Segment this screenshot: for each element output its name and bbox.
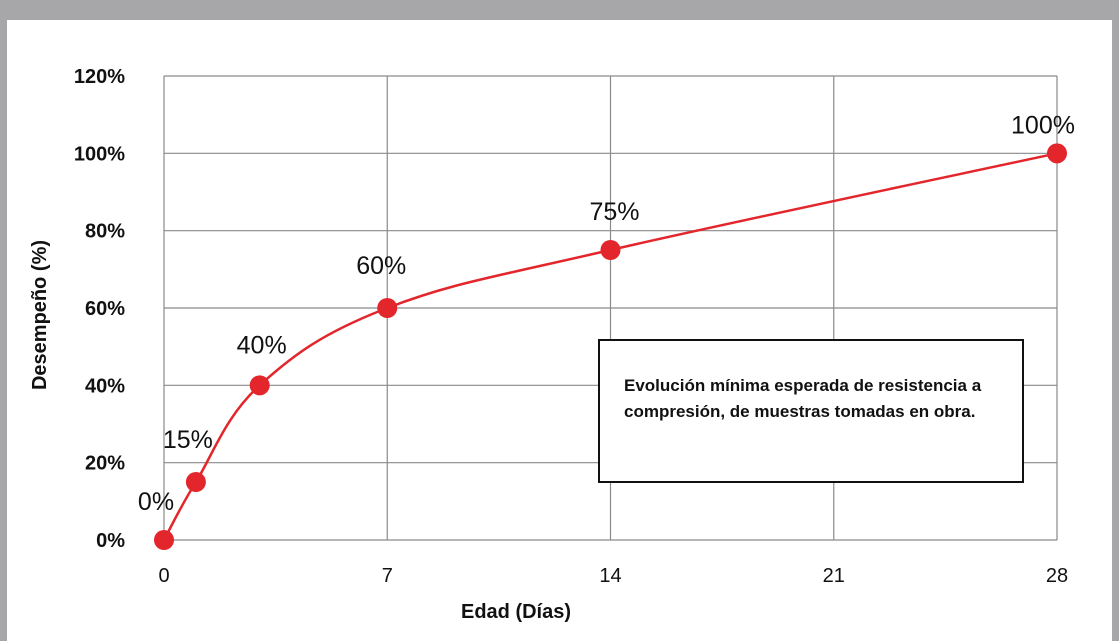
y-tick-label: 0% [96, 530, 125, 552]
data-label: 60% [356, 252, 406, 280]
x-tick-label: 0 [158, 565, 169, 587]
data-point [377, 298, 398, 318]
y-tick-labels: 0% 20% 40% 60% 80% 100% 120% [74, 66, 125, 552]
data-point [1047, 143, 1067, 164]
chart-frame [7, 20, 1112, 641]
x-tick-label: 7 [382, 565, 393, 587]
data-label: 0% [138, 488, 174, 516]
data-points [154, 143, 1067, 550]
data-label: 100% [1011, 111, 1075, 139]
annotation-box: Evolución mínima esperada de resistencia… [598, 339, 1024, 483]
x-tick-labels: 0 7 14 21 28 [158, 565, 1068, 587]
y-tick-label: 120% [74, 66, 125, 88]
y-tick-label: 100% [74, 143, 125, 165]
y-tick-label: 60% [85, 298, 125, 320]
y-tick-label: 40% [85, 375, 125, 397]
data-point [249, 375, 270, 396]
y-axis-title: Desempeño (%) [29, 240, 51, 390]
data-point [154, 530, 174, 550]
data-label: 15% [163, 426, 213, 454]
x-tick-label: 14 [599, 565, 621, 587]
annotation-text: Evolución mínima esperada de resistencia… [624, 376, 982, 421]
data-labels: 0% 15% 40% 60% 75% 100% [138, 111, 1075, 516]
x-tick-label: 28 [1046, 565, 1068, 587]
data-label: 40% [237, 331, 287, 359]
y-tick-label: 80% [85, 221, 125, 243]
x-axis-title: Edad (Días) [461, 601, 571, 623]
data-point [185, 472, 206, 492]
data-point [600, 240, 621, 260]
x-tick-label: 21 [823, 565, 845, 587]
y-tick-label: 20% [85, 453, 125, 475]
data-label: 75% [589, 198, 639, 226]
